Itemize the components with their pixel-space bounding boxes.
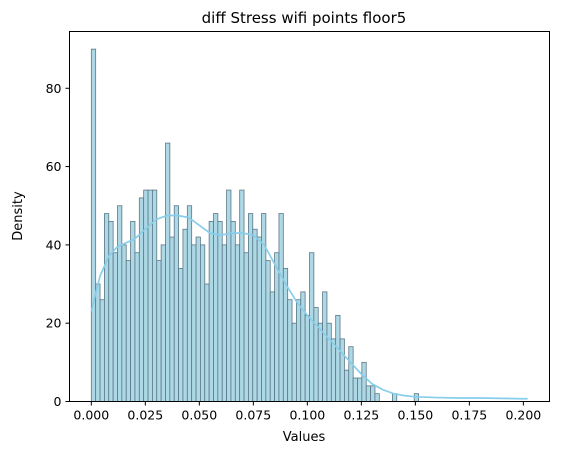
histogram-bar — [370, 385, 376, 402]
histogram-bar — [213, 213, 219, 402]
histogram-bar — [99, 299, 105, 402]
y-tick-label: 20 — [46, 316, 62, 331]
histogram-bar — [195, 236, 201, 402]
histogram-bar — [265, 260, 271, 402]
histogram-bar — [330, 338, 337, 402]
histogram-bars — [90, 48, 419, 402]
histogram-bar — [234, 244, 241, 402]
y-tick-label: 40 — [46, 237, 62, 252]
histogram-bar — [230, 220, 236, 402]
x-axis: 0.000 0.025 0.050 0.075 0.100 0.125 0.150 0.175… — [73, 401, 541, 423]
histogram-bar — [352, 377, 358, 402]
histogram-bar — [160, 244, 166, 402]
histogram-bar — [121, 244, 127, 402]
histogram-bar — [287, 299, 293, 402]
histogram-bar — [165, 142, 171, 402]
x-tick-label: 0.200 — [505, 408, 541, 423]
histogram-bar — [217, 220, 223, 402]
histogram-bar — [313, 307, 319, 402]
histogram-bar — [112, 252, 118, 402]
histogram-bar — [261, 213, 267, 402]
histogram-bar — [252, 228, 258, 402]
histogram-bar — [291, 322, 297, 402]
plot-frame — [69, 31, 550, 402]
y-axis: 0 20 40 60 80 — [46, 81, 70, 409]
histogram-bar — [226, 189, 232, 402]
histogram-bar — [339, 338, 345, 402]
x-tick-label: 0.100 — [289, 408, 325, 423]
histogram-bar — [156, 260, 162, 402]
y-tick-label: 0 — [54, 394, 62, 409]
histogram-bar — [374, 393, 380, 402]
histogram-bar — [361, 361, 367, 402]
histogram-bar — [169, 236, 175, 402]
histogram-bar — [90, 48, 97, 402]
histogram-bar — [357, 377, 363, 402]
histogram-bar — [322, 291, 328, 402]
histogram-bar — [274, 252, 280, 402]
x-tick-label: 0.175 — [451, 408, 487, 423]
histogram-bar — [344, 369, 350, 402]
histogram-bar — [138, 197, 145, 402]
histogram-bar — [304, 314, 310, 402]
histogram-bar — [117, 205, 123, 402]
x-tick-label: 0.150 — [397, 408, 433, 423]
histogram-bar — [173, 205, 179, 402]
chart-title: diff Stress wifi points floor5 — [202, 9, 407, 27]
histogram-bar — [348, 346, 354, 402]
histogram-bar — [256, 236, 262, 402]
y-tick-label: 80 — [46, 81, 62, 96]
histogram-bar — [95, 283, 101, 402]
y-axis-label: Density — [11, 191, 26, 241]
histogram-bar — [104, 213, 110, 402]
histogram-bar — [200, 244, 206, 402]
histogram-bar — [108, 220, 114, 402]
y-tick-label: 60 — [46, 159, 62, 174]
histogram-bar — [186, 205, 193, 402]
x-tick-label: 0.075 — [235, 408, 271, 423]
histogram-bar — [296, 299, 302, 402]
histogram-bar — [309, 252, 315, 402]
histogram-bar — [182, 228, 188, 402]
x-tick-label: 0.125 — [343, 408, 379, 423]
x-axis-label: Values — [283, 430, 326, 445]
histogram-bar — [278, 213, 284, 402]
histogram-bar — [178, 267, 184, 402]
histogram-bar — [248, 213, 254, 402]
kde-curve — [90, 214, 528, 400]
histogram-bar — [125, 260, 131, 402]
histogram-bar — [147, 189, 153, 402]
histogram-bar — [269, 291, 275, 402]
histogram-bar — [130, 220, 136, 402]
histogram-bar — [317, 322, 323, 402]
histogram-bar — [134, 252, 140, 402]
x-tick-label: 0.025 — [127, 408, 163, 423]
histogram-bar — [365, 385, 371, 402]
histogram-bar — [326, 322, 332, 402]
histogram-bar — [143, 189, 149, 402]
x-tick-label: 0.000 — [73, 408, 109, 423]
histogram-bar — [191, 244, 197, 402]
x-tick-label: 0.050 — [181, 408, 217, 423]
histogram-bar — [208, 220, 214, 402]
histogram-bar — [282, 267, 289, 402]
histogram-bar — [239, 189, 245, 402]
histogram-bar — [204, 283, 210, 402]
histogram-bar — [243, 252, 249, 402]
histogram-bar — [221, 244, 227, 402]
histogram-bar — [335, 314, 341, 402]
